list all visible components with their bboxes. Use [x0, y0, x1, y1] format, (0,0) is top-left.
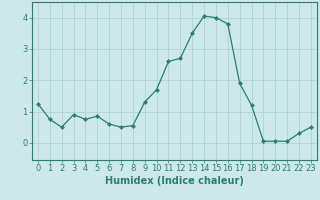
X-axis label: Humidex (Indice chaleur): Humidex (Indice chaleur) [105, 176, 244, 186]
